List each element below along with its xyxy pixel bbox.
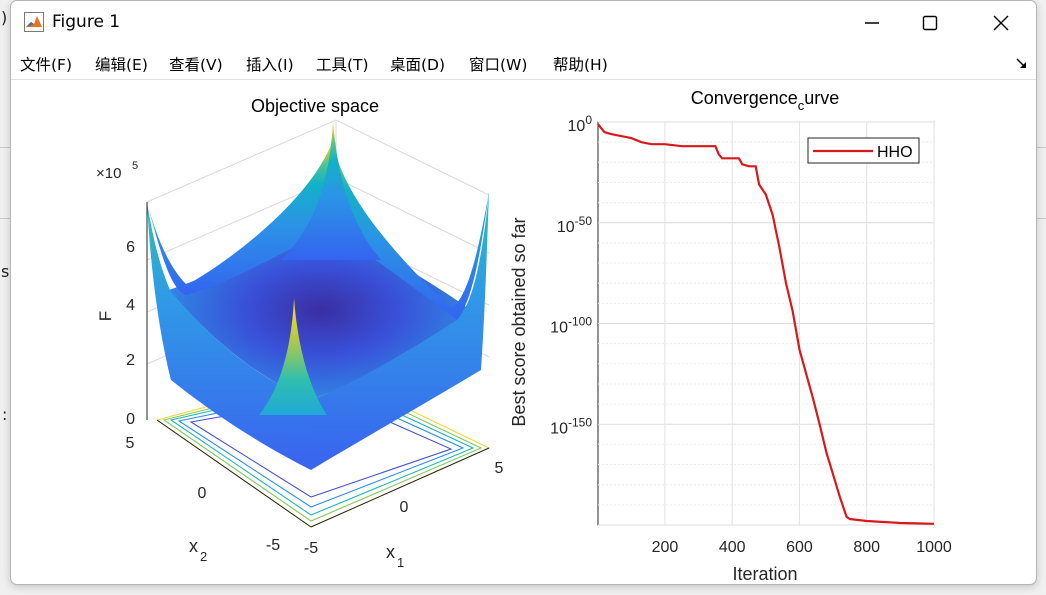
minimize-button[interactable] — [849, 5, 895, 41]
surface-z-label: F — [96, 311, 115, 321]
x2-tick-label: -5 — [266, 537, 280, 554]
menu-tools[interactable]: 工具(T) — [316, 56, 369, 74]
convergence-x-ticks: 200 400 600 800 1000 — [652, 539, 952, 556]
surface-x2-axis — [156, 419, 312, 528]
menu-window[interactable]: 窗口(W) — [469, 56, 528, 74]
backdrop-colon: : — [2, 405, 8, 424]
z-tick-label: 0 — [126, 411, 135, 428]
window-title: Figure 1 — [52, 12, 121, 32]
x1-tick-label: 5 — [495, 460, 504, 477]
backdrop-divider — [0, 218, 10, 219]
surface-title: Objective space — [251, 96, 379, 116]
x2-tick-label: 0 — [198, 485, 207, 502]
menu-view[interactable]: 查看(V) — [169, 56, 223, 74]
x1-label-base: x — [386, 542, 395, 562]
x-tick-label: 200 — [652, 539, 679, 556]
convergence-title-sub: c — [798, 98, 805, 113]
surface-x2-label: x 2 — [189, 536, 207, 564]
surface-z-exponent-base: ×10 — [96, 165, 121, 182]
convergence-title-main: Convergence — [691, 88, 798, 108]
menu-edit[interactable]: 编辑(E) — [95, 56, 148, 74]
surface-front-spike — [259, 298, 327, 415]
convergence-title: Convergencecurve — [691, 88, 840, 113]
convergence-legend: HHO — [807, 137, 920, 164]
close-button[interactable] — [977, 5, 1023, 41]
x-tick-label: 800 — [853, 539, 880, 556]
backdrop-paren: ) — [1, 8, 8, 27]
menu-desktop[interactable]: 桌面(D) — [390, 56, 446, 74]
x1-tick-label: 0 — [400, 499, 409, 516]
x-tick-label: 600 — [786, 539, 813, 556]
surface-back-spike — [281, 122, 381, 260]
convergence-y-label: Best score obtained so far — [509, 217, 529, 426]
title-bar[interactable]: Figure 1 — [11, 1, 1036, 45]
surface-x1-ticks: -5 0 5 — [304, 460, 504, 557]
maximize-button[interactable] — [907, 5, 953, 41]
convergence-grid — [598, 121, 935, 526]
y-tick-label: 10-50 — [557, 214, 592, 236]
y-tick-label: 10-100 — [550, 315, 592, 337]
backdrop-divider — [1035, 147, 1046, 148]
dock-arrow-icon[interactable] — [1015, 57, 1029, 71]
menu-insert[interactable]: 插入(I) — [246, 56, 294, 74]
y-tick-label: 100 — [568, 113, 593, 135]
backdrop-s: s — [1, 262, 10, 281]
surface-plot: Objective space — [96, 96, 504, 570]
z-tick-label: 6 — [126, 239, 135, 256]
surface-right-wall — [331, 140, 489, 320]
surface-x1-axis — [310, 447, 490, 528]
x-tick-label: 400 — [719, 539, 746, 556]
convergence-x-label: Iteration — [732, 564, 797, 584]
matlab-logo-icon — [24, 12, 44, 32]
x1-tick-label: -5 — [304, 540, 318, 557]
figure-canvas: Objective space — [11, 80, 1036, 584]
surface-x1-label: x 1 — [386, 542, 404, 570]
x2-label-sub: 2 — [200, 549, 207, 564]
surface-front-right-wall — [311, 192, 489, 470]
legend-hho-label: HHO — [877, 144, 913, 161]
x2-label-base: x — [189, 536, 198, 556]
figure-window[interactable]: Figure 1 文件(F) 编辑(E) 查看(V) 插入(I) 工具(T) 桌… — [10, 0, 1037, 585]
figure-svg: Objective space — [96, 88, 952, 584]
x2-tick-label: 5 — [126, 435, 135, 452]
backdrop-divider — [1035, 218, 1046, 219]
convergence-title-tail: urve — [804, 88, 839, 108]
y-tick-label: 10-150 — [550, 415, 592, 437]
hho-series-line — [597, 123, 935, 525]
z-tick-label: 2 — [126, 352, 135, 369]
menu-file[interactable]: 文件(F) — [20, 56, 73, 74]
menu-help[interactable]: 帮助(H) — [553, 56, 608, 74]
surface-z-ticks: 6 4 2 0 — [126, 239, 135, 428]
convergence-y-ticks: 100 10-50 10-100 10-150 — [550, 113, 592, 437]
surface-left-wall — [147, 140, 333, 295]
menu-bar: 文件(F) 编辑(E) 查看(V) 插入(I) 工具(T) 桌面(D) 窗口(W… — [11, 45, 1036, 80]
x1-label-sub: 1 — [397, 555, 404, 570]
surface-x2-ticks: 5 0 -5 — [126, 435, 281, 554]
z-tick-label: 4 — [126, 297, 135, 314]
backdrop-divider — [0, 147, 10, 148]
x-tick-label: 1000 — [916, 539, 952, 556]
convergence-plot: Convergencecurve 200 400 600 800 1000 100 10-… — [509, 88, 952, 584]
surface-z-exponent-power: 5 — [132, 160, 138, 172]
